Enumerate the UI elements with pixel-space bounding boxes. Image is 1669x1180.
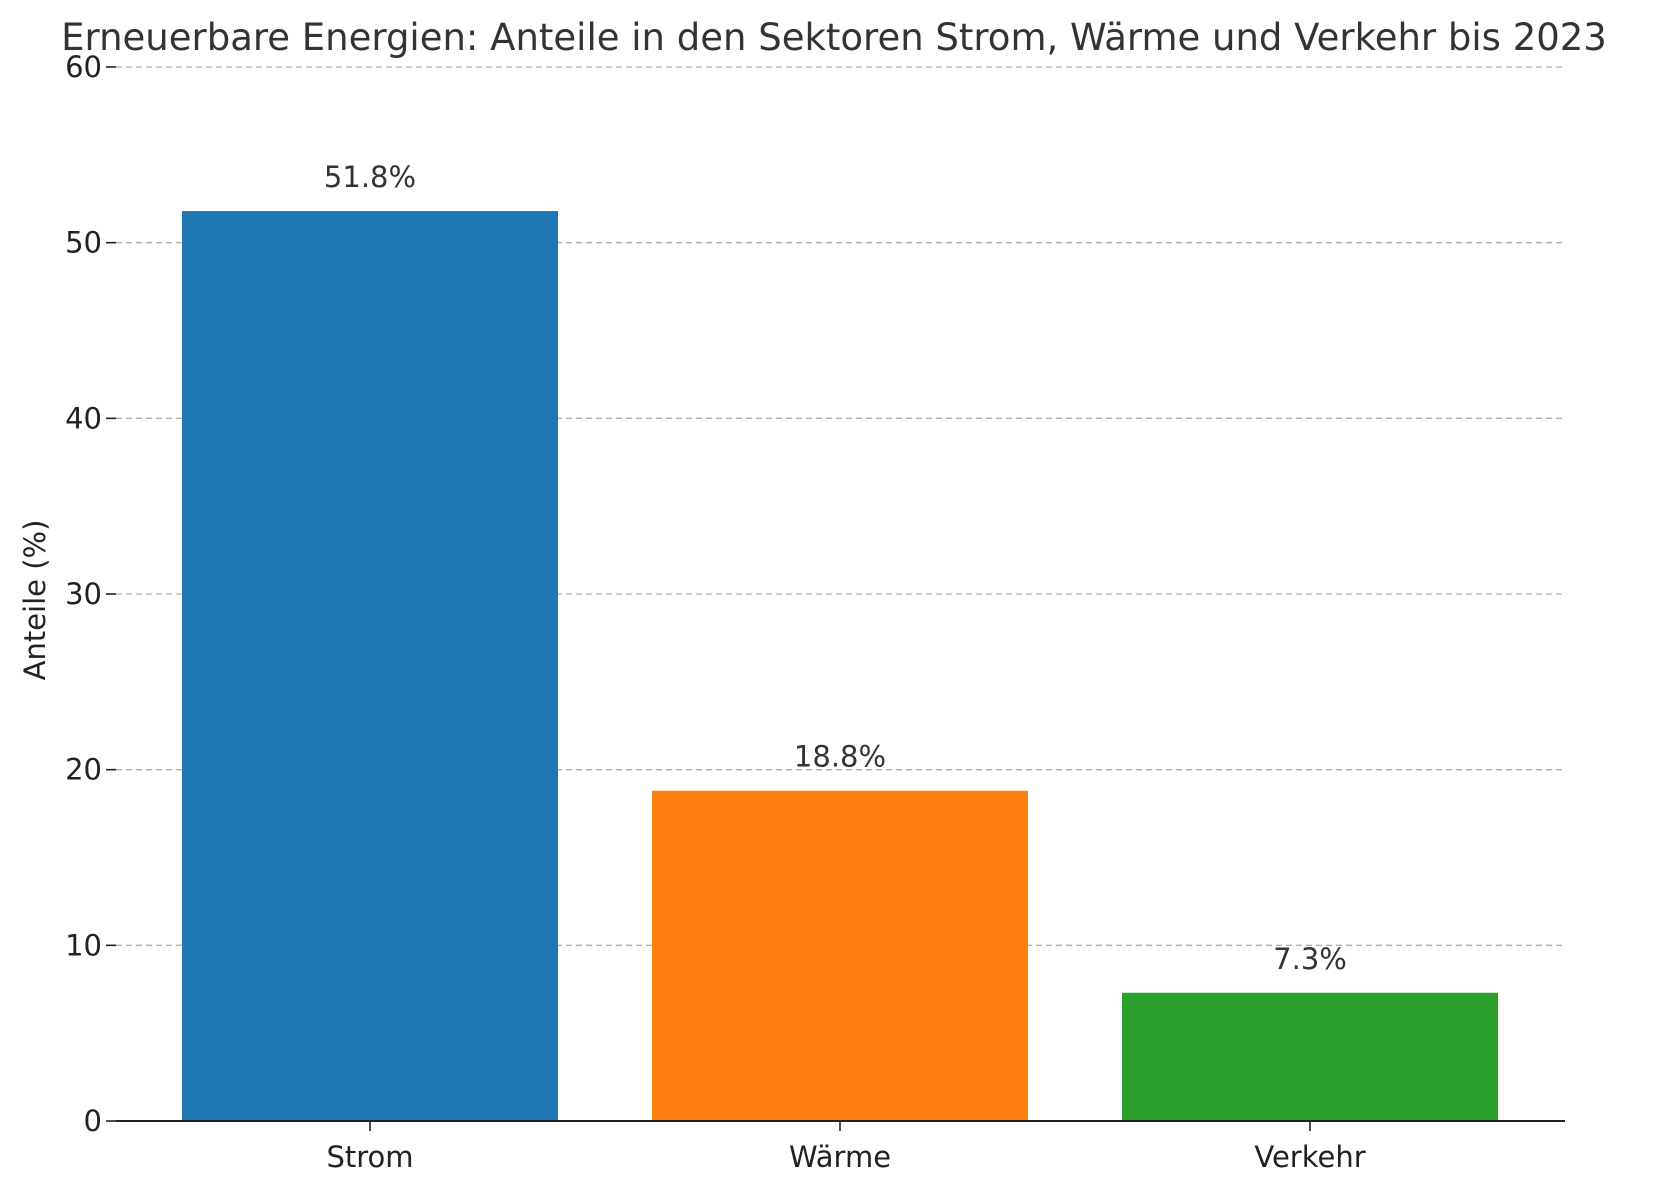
- data-label: 51.8%: [324, 160, 416, 194]
- y-tick-label: 60: [65, 50, 102, 84]
- y-tick-label: 20: [65, 753, 102, 787]
- y-tick-label: 10: [65, 928, 102, 962]
- bar-verkehr: [1122, 992, 1498, 1121]
- bar-strom: [182, 211, 558, 1122]
- y-tick-label: 50: [65, 226, 102, 260]
- y-axis-label: Anteile (%): [18, 520, 52, 681]
- data-label: 18.8%: [794, 740, 886, 774]
- bar-wärme: [652, 790, 1028, 1121]
- data-label: 7.3%: [1273, 942, 1347, 976]
- x-tick-label: Wärme: [789, 1140, 891, 1174]
- axes: 0 10 20 30 40 50 60 Strom Wärme Verkehr: [65, 50, 1565, 1174]
- data-labels: 51.8% 18.8% 7.3%: [324, 160, 1347, 976]
- x-tick-label: Strom: [326, 1140, 413, 1174]
- x-tick-label: Verkehr: [1254, 1140, 1365, 1174]
- y-tick-label: 30: [65, 577, 102, 611]
- y-tick-label: 0: [84, 1104, 102, 1138]
- chart-title: Erneuerbare Energien: Anteile in den Sek…: [61, 16, 1607, 59]
- y-tick-label: 40: [65, 401, 102, 435]
- bars: [182, 211, 1498, 1122]
